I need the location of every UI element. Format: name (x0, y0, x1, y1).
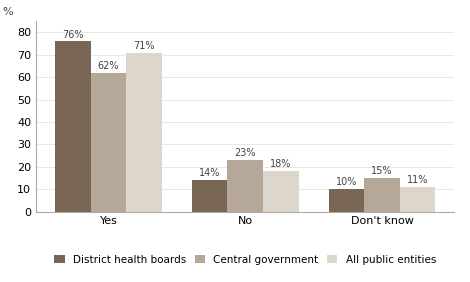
Bar (55, 41, 91, 212)
Bar (329, 189, 364, 212)
Text: 18%: 18% (270, 159, 291, 169)
Text: 11%: 11% (407, 175, 428, 185)
Bar (91, 73, 126, 212)
Text: %: % (3, 8, 13, 17)
Text: 76%: 76% (62, 30, 84, 40)
Text: 62%: 62% (98, 61, 119, 71)
Text: 71%: 71% (133, 41, 155, 51)
Bar (364, 178, 400, 212)
Text: 23%: 23% (235, 148, 256, 158)
Bar (192, 180, 227, 212)
Bar (126, 53, 162, 212)
Bar (263, 171, 298, 212)
Bar (400, 187, 435, 212)
Legend: District health boards, Central government, All public entities: District health boards, Central governme… (55, 255, 436, 265)
Bar (227, 160, 263, 212)
Text: 10%: 10% (336, 177, 357, 187)
Text: 15%: 15% (371, 166, 393, 176)
Text: 14%: 14% (199, 168, 220, 179)
